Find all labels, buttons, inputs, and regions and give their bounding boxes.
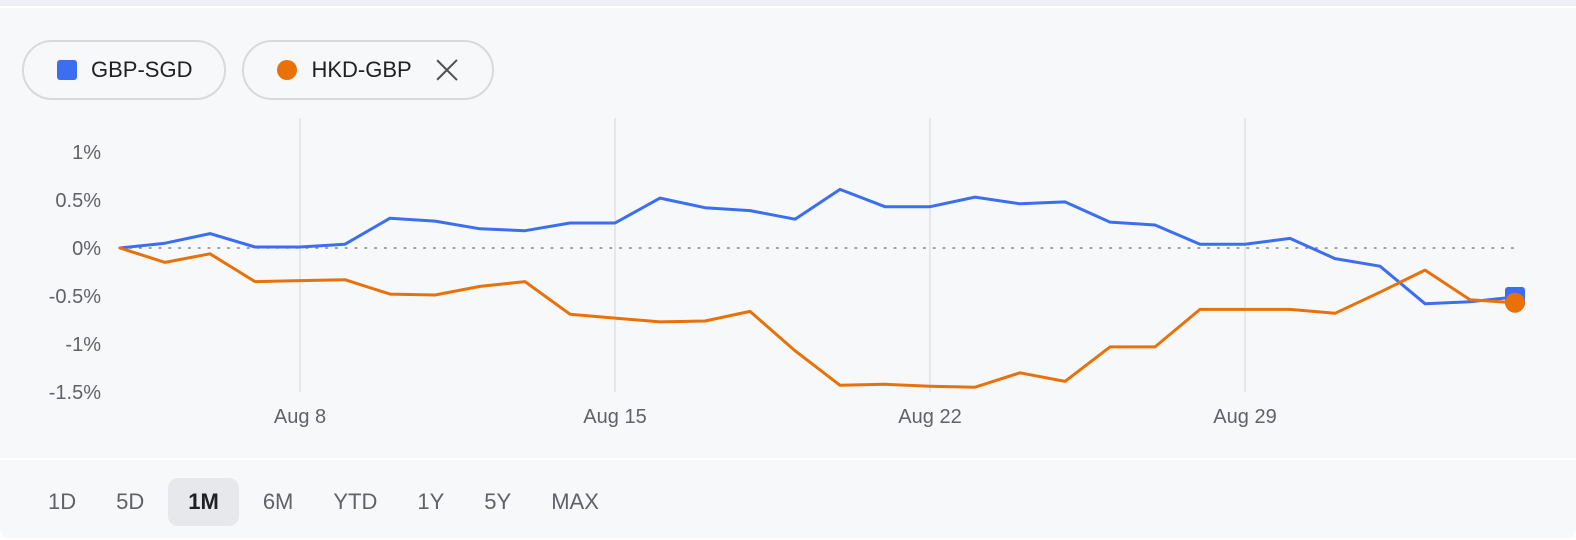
- legend-chip-label: GBP-SGD: [91, 57, 193, 82]
- end-marker-hkd-gbp: [1505, 292, 1525, 313]
- y-tick-label: 0.5%: [55, 190, 101, 212]
- top-divider: [0, 0, 1576, 6]
- range-tab-6m[interactable]: 6M: [262, 489, 294, 514]
- series-line-gbp-sgd: [118, 187, 1517, 306]
- legend-chip-gbp-sgd[interactable]: GBP-SGD: [22, 40, 227, 100]
- range-tab-ytd[interactable]: YTD: [333, 489, 378, 514]
- y-tick-label: -1.5%: [49, 382, 101, 404]
- y-tick-label: -0.5%: [49, 286, 101, 308]
- range-tab-5y[interactable]: 5Y: [484, 489, 512, 514]
- range-tab-1d[interactable]: 1D: [48, 489, 77, 514]
- circle-marker-icon: [277, 60, 298, 80]
- legend-chip-hkd-gbp[interactable]: HKD-GBP: [242, 40, 494, 100]
- y-tick-label: 1%: [72, 142, 101, 164]
- x-tick-label: Aug 15: [583, 406, 646, 428]
- range-tabs: 1D 5D 1M 6M YTD 1Y 5Y MAX: [32, 478, 623, 526]
- legend-chips: GBP-SGD HKD-GBP: [22, 40, 494, 100]
- range-tab-5d[interactable]: 5D: [116, 489, 145, 514]
- line-chart: Aug 8 Aug 15 Aug 22 Aug 29 1% 0.5% 0% -0.5% -1% -…: [49, 118, 1525, 428]
- square-marker-icon: [57, 60, 77, 80]
- range-bar: 1D 5D 1M 6M YTD 1Y 5Y MAX: [0, 460, 1576, 538]
- y-tick-label: -1%: [65, 334, 101, 356]
- x-tick-label: Aug 8: [274, 406, 326, 428]
- range-tab-1y[interactable]: 1Y: [417, 489, 445, 514]
- chart-panel: GBP-SGD HKD-GBP: [0, 8, 1576, 458]
- series-line-hkd-gbp: [118, 246, 1517, 389]
- x-tick-label: Aug 22: [898, 406, 961, 428]
- x-tick-label: Aug 29: [1213, 406, 1276, 428]
- legend-chip-label: HKD-GBP: [311, 57, 412, 82]
- range-tab-max[interactable]: MAX: [551, 489, 599, 514]
- range-tab-1m[interactable]: 1M: [168, 478, 239, 526]
- y-tick-label: 0%: [72, 238, 101, 260]
